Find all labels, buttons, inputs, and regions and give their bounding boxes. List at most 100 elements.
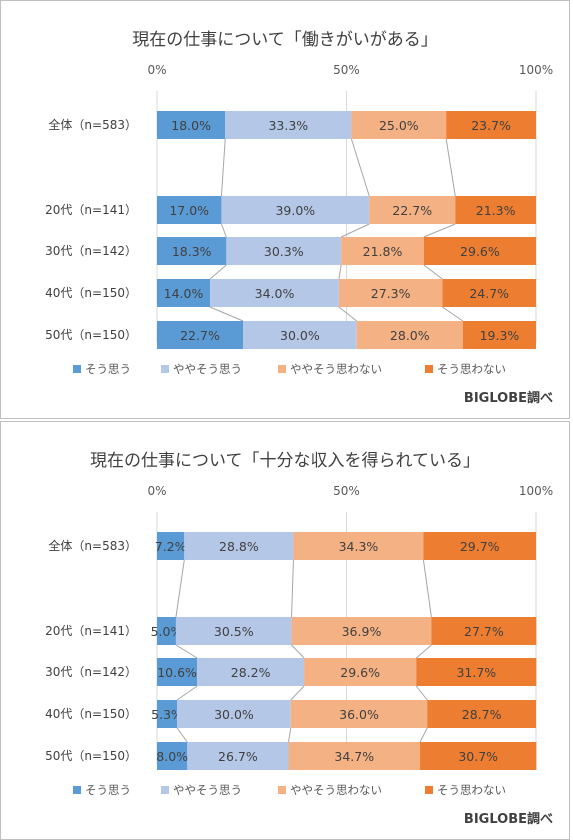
bar-segment: [341, 237, 424, 265]
data-label: 7.2%: [155, 539, 187, 554]
series-connector-line: [442, 306, 464, 322]
data-label: 28.2%: [231, 665, 271, 680]
data-label: 26.7%: [218, 749, 258, 764]
bar-segment: [221, 196, 370, 224]
bar-segment: [197, 658, 305, 686]
bar-segment: [416, 658, 537, 686]
bar-segment: [442, 279, 536, 307]
bar-segment: [157, 237, 227, 265]
data-label: 23.7%: [471, 118, 511, 133]
bar-segment: [177, 700, 291, 728]
bar-segment: [431, 617, 537, 645]
bar-segment: [291, 617, 432, 645]
series-connector-line: [175, 644, 198, 659]
data-label: 14.0%: [164, 286, 204, 301]
data-label: 34.3%: [339, 539, 379, 554]
data-label: 18.0%: [171, 118, 211, 133]
data-label: 29.6%: [460, 244, 500, 259]
data-label: 30.5%: [214, 624, 254, 639]
legend-swatch: [425, 786, 433, 794]
legend-swatch: [278, 786, 286, 794]
x-tick-label: 0%: [147, 484, 166, 498]
legend-swatch: [278, 365, 286, 373]
data-label: 22.7%: [392, 203, 432, 218]
data-label: 5.3%: [151, 707, 183, 722]
source-credit: BIGLOBE調べ: [463, 812, 553, 827]
category-label: 全体（n=583）: [48, 538, 137, 553]
bar-segment: [423, 532, 536, 560]
series-connector-line: [338, 306, 358, 322]
category-label: 20代（n=141）: [45, 624, 137, 638]
data-label: 21.3%: [476, 203, 516, 218]
chart-title: 現在の仕事について「働きがいがある」: [132, 30, 438, 50]
data-label: 8.0%: [156, 749, 188, 764]
stacked-bar-chart: 0% 50% 100% 全体（n=583） 20代（n=141） 30代（n=142） 40…: [45, 484, 553, 797]
x-tick-label: 0%: [147, 63, 166, 77]
series-connector-line: [209, 264, 227, 280]
data-label: 36.9%: [342, 624, 382, 639]
bar-segment: [157, 617, 176, 645]
bar-segment: [290, 700, 428, 728]
series-connector-line: [291, 559, 294, 618]
data-label: 22.7%: [180, 328, 220, 343]
data-label: 18.3%: [172, 244, 212, 259]
legend-swatch: [73, 786, 81, 794]
bar-segment: [210, 279, 339, 307]
bar-segment: [157, 742, 188, 770]
legend-label: ややそう思わない: [290, 783, 382, 797]
legend-swatch: [73, 365, 81, 373]
bar-segment: [157, 658, 198, 686]
stacked-bar-chart: 0% 50% 100% 全体（n=583） 20代（n=141） 30代（n=142） 40…: [45, 63, 553, 376]
bar-segment: [293, 532, 424, 560]
bar-segment: [157, 700, 178, 728]
series-connector-line: [422, 559, 432, 618]
bar-segment: [157, 279, 211, 307]
series-connector-line: [350, 138, 370, 197]
data-label: 29.6%: [340, 665, 380, 680]
legend-label: ややそう思う: [173, 362, 242, 376]
data-label: 5.0%: [151, 624, 183, 639]
bar-segment: [446, 111, 536, 139]
category-label: 50代（n=150）: [45, 328, 137, 342]
legend-label: そう思わない: [437, 362, 506, 376]
category-label: 50代（n=150）: [45, 749, 137, 763]
series-connector-line: [290, 685, 305, 701]
chart-panel-sufficient-income: 現在の仕事について「十分な収入を得られている」 0% 50% 100% 全体（n=58…: [0, 421, 570, 840]
legend-label: ややそう思う: [173, 783, 242, 797]
bar-segment: [420, 742, 537, 770]
data-label: 24.7%: [469, 286, 509, 301]
bar-segment: [157, 321, 244, 349]
category-label: 30代（n=142）: [45, 665, 137, 679]
chart-panel-work-rewarding: 現在の仕事について「働きがいがある」 0% 50% 100% 全体（n=583） 20代…: [0, 0, 570, 419]
series-connector-line: [340, 223, 370, 238]
category-label: 40代（n=150）: [45, 286, 137, 300]
series-connector-line: [419, 727, 428, 743]
bar-segment: [157, 532, 185, 560]
series-connector-line: [176, 727, 188, 743]
data-label: 34.7%: [334, 749, 374, 764]
series-connector-line: [423, 264, 443, 280]
legend-swatch: [161, 365, 169, 373]
series-connector-line: [291, 644, 305, 659]
bar-segment: [157, 196, 222, 224]
data-label: 33.3%: [268, 118, 308, 133]
series-connector-line: [415, 685, 428, 701]
series-connector-line: [176, 685, 198, 701]
series-connector-line: [423, 223, 456, 238]
data-label: 30.0%: [214, 707, 254, 722]
data-label: 36.0%: [339, 707, 379, 722]
category-label: 全体（n=583）: [48, 117, 137, 132]
data-label: 30.0%: [280, 328, 320, 343]
chart-title: 現在の仕事について「十分な収入を得られている」: [90, 451, 480, 471]
bar-segment: [226, 237, 342, 265]
data-label: 19.3%: [480, 328, 520, 343]
x-tick-label: 100%: [519, 484, 553, 498]
data-label: 21.8%: [363, 244, 403, 259]
data-label: 31.7%: [456, 665, 496, 680]
x-tick-label: 50%: [333, 63, 360, 77]
bar-segment: [427, 700, 536, 728]
bar-segment: [356, 321, 463, 349]
data-label: 28.0%: [390, 328, 430, 343]
series-connector-line: [175, 559, 185, 618]
data-label: 39.0%: [275, 203, 315, 218]
